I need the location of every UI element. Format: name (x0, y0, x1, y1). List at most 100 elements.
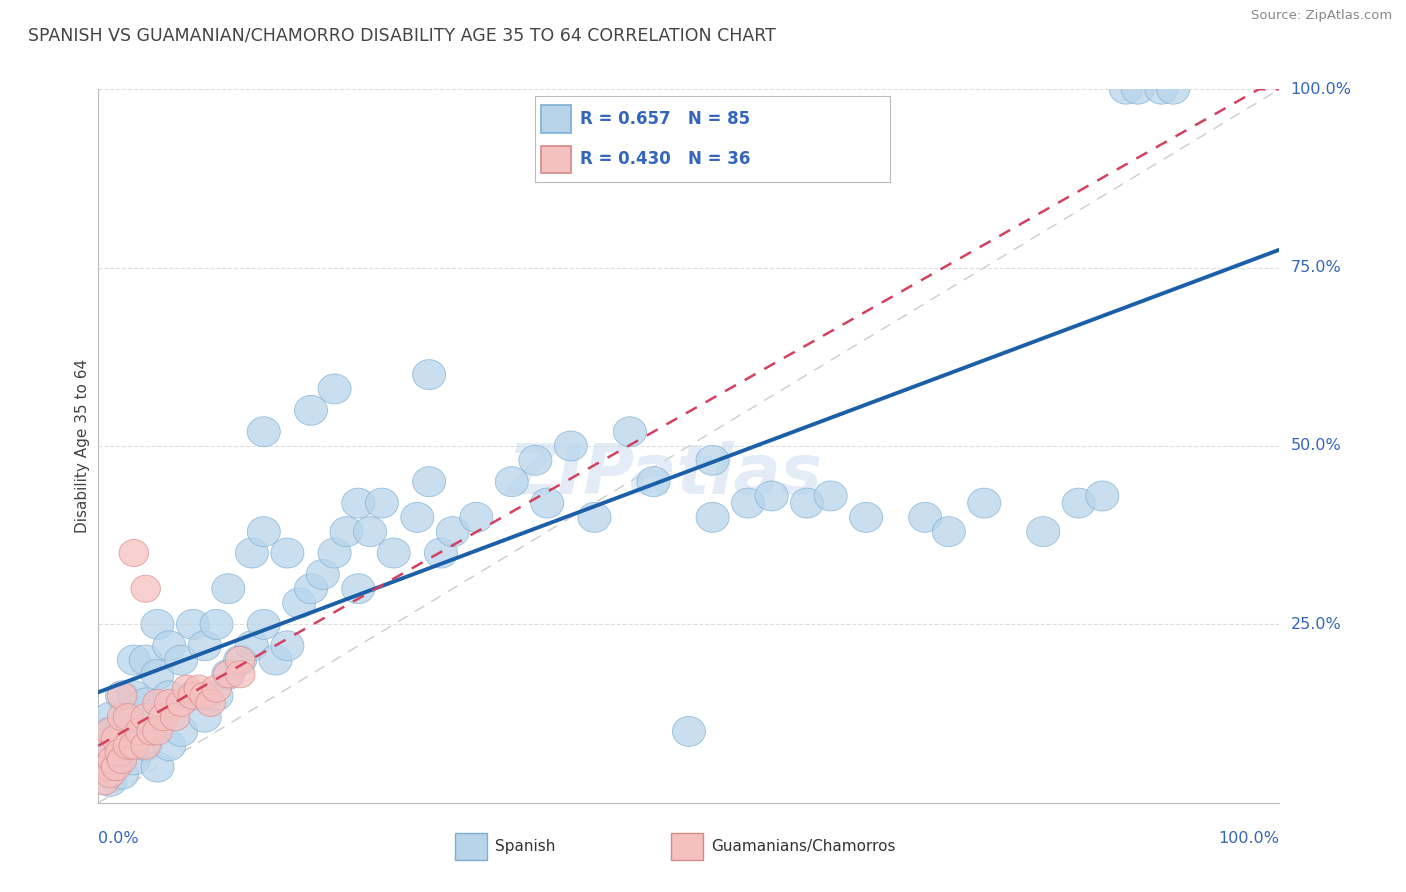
Ellipse shape (94, 752, 127, 782)
Ellipse shape (425, 538, 457, 568)
Ellipse shape (114, 732, 143, 759)
Ellipse shape (908, 502, 942, 533)
Ellipse shape (153, 681, 186, 711)
Ellipse shape (247, 609, 280, 640)
Ellipse shape (101, 754, 131, 780)
Ellipse shape (235, 538, 269, 568)
Ellipse shape (98, 747, 128, 773)
Ellipse shape (105, 759, 139, 789)
Ellipse shape (129, 688, 162, 718)
Ellipse shape (107, 704, 136, 731)
Ellipse shape (672, 716, 706, 747)
Ellipse shape (105, 716, 139, 747)
Ellipse shape (165, 645, 198, 675)
Text: Source: ZipAtlas.com: Source: ZipAtlas.com (1251, 9, 1392, 22)
Ellipse shape (114, 704, 143, 731)
Ellipse shape (141, 609, 174, 640)
Ellipse shape (849, 502, 883, 533)
Ellipse shape (172, 675, 202, 702)
Ellipse shape (184, 675, 214, 702)
Ellipse shape (190, 682, 219, 709)
Ellipse shape (188, 631, 221, 661)
Ellipse shape (436, 516, 470, 547)
Ellipse shape (94, 702, 127, 732)
Ellipse shape (117, 745, 150, 775)
Ellipse shape (755, 481, 789, 511)
Text: 100.0%: 100.0% (1219, 830, 1279, 846)
Ellipse shape (166, 690, 195, 716)
Ellipse shape (294, 574, 328, 604)
Ellipse shape (259, 645, 292, 675)
Ellipse shape (224, 645, 257, 675)
Ellipse shape (143, 718, 173, 745)
Ellipse shape (143, 690, 173, 716)
Ellipse shape (283, 588, 316, 618)
Text: 50.0%: 50.0% (1291, 439, 1341, 453)
Ellipse shape (96, 761, 125, 788)
Ellipse shape (176, 609, 209, 640)
Ellipse shape (105, 739, 135, 766)
Ellipse shape (212, 659, 245, 690)
Ellipse shape (131, 704, 160, 731)
Ellipse shape (179, 682, 208, 709)
Ellipse shape (117, 645, 150, 675)
Ellipse shape (200, 681, 233, 711)
Ellipse shape (967, 488, 1001, 518)
Ellipse shape (195, 690, 225, 716)
Ellipse shape (94, 731, 127, 761)
Ellipse shape (125, 718, 155, 745)
Ellipse shape (93, 754, 122, 780)
Y-axis label: Disability Age 35 to 64: Disability Age 35 to 64 (75, 359, 90, 533)
Ellipse shape (94, 716, 127, 747)
Ellipse shape (94, 766, 127, 797)
Ellipse shape (141, 752, 174, 782)
Ellipse shape (96, 732, 125, 759)
Ellipse shape (696, 502, 730, 533)
Ellipse shape (1157, 74, 1189, 104)
Ellipse shape (212, 574, 245, 604)
Text: 0.0%: 0.0% (98, 830, 139, 846)
Ellipse shape (412, 359, 446, 390)
Ellipse shape (136, 718, 166, 745)
Ellipse shape (519, 445, 553, 475)
Ellipse shape (1062, 488, 1095, 518)
Ellipse shape (353, 516, 387, 547)
Ellipse shape (105, 681, 139, 711)
Ellipse shape (696, 445, 730, 475)
Ellipse shape (117, 681, 150, 711)
Ellipse shape (613, 417, 647, 447)
Ellipse shape (160, 704, 190, 731)
Ellipse shape (247, 516, 280, 547)
Text: ZIPatlas: ZIPatlas (508, 441, 823, 508)
Ellipse shape (235, 631, 269, 661)
Ellipse shape (1085, 481, 1119, 511)
Ellipse shape (495, 467, 529, 497)
Ellipse shape (412, 467, 446, 497)
Ellipse shape (932, 516, 966, 547)
Ellipse shape (460, 502, 494, 533)
Ellipse shape (141, 659, 174, 690)
Ellipse shape (578, 502, 612, 533)
Ellipse shape (101, 725, 131, 752)
Ellipse shape (176, 681, 209, 711)
Ellipse shape (129, 731, 162, 761)
Ellipse shape (155, 690, 184, 716)
Ellipse shape (271, 631, 304, 661)
Ellipse shape (141, 702, 174, 732)
Ellipse shape (120, 732, 149, 759)
Text: 100.0%: 100.0% (1291, 82, 1351, 96)
Ellipse shape (377, 538, 411, 568)
Ellipse shape (131, 732, 160, 759)
Ellipse shape (814, 481, 848, 511)
Ellipse shape (342, 488, 375, 518)
Ellipse shape (401, 502, 434, 533)
Ellipse shape (153, 731, 186, 761)
Ellipse shape (307, 559, 339, 590)
Ellipse shape (188, 702, 221, 732)
Ellipse shape (318, 538, 352, 568)
Ellipse shape (120, 540, 149, 566)
Ellipse shape (225, 661, 254, 688)
Ellipse shape (107, 747, 136, 773)
Text: 75.0%: 75.0% (1291, 260, 1341, 275)
Ellipse shape (90, 768, 120, 795)
